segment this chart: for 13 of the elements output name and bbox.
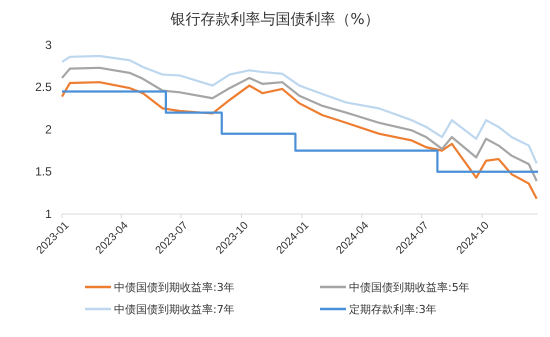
y-tick-label: 1 bbox=[45, 206, 52, 221]
y-tick-label: 2.5 bbox=[35, 80, 52, 94]
line-series bbox=[60, 54, 538, 164]
y-tick-label: 2 bbox=[45, 122, 52, 136]
y-tick-label: 1.5 bbox=[35, 164, 52, 179]
legend-label: 中债国债到期收益率:3年 bbox=[114, 281, 235, 294]
legend-label: 中债国债到期收益率:5年 bbox=[349, 281, 470, 294]
chart-title: 银行存款利率与国债利率（%） bbox=[169, 10, 380, 28]
line-series bbox=[60, 81, 538, 200]
legend-label: 定期存款利率:3年 bbox=[349, 303, 437, 316]
line-series bbox=[60, 66, 538, 182]
legend-label: 中债国债到期收益率:7年 bbox=[114, 303, 235, 316]
y-tick-label: 3 bbox=[45, 38, 52, 52]
